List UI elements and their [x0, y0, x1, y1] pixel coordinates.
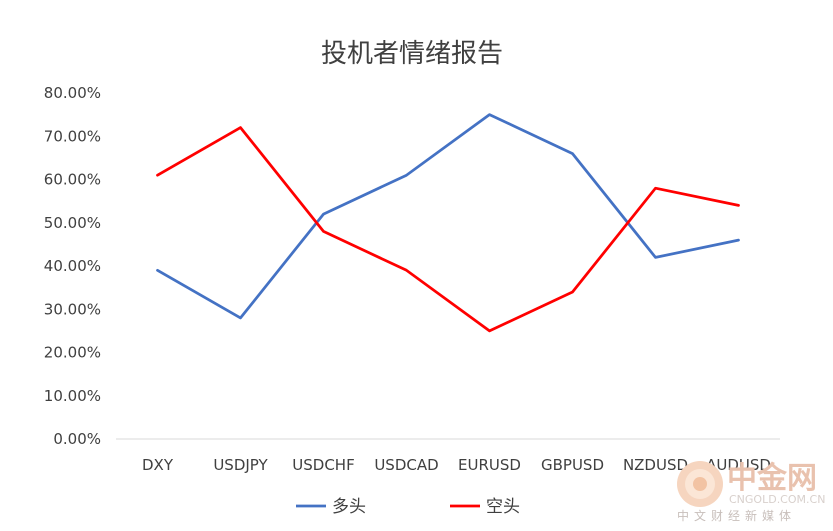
x-tick-label: USDCAD [374, 456, 438, 474]
x-axis: DXY USDJPY USDCHF USDCAD EURUSD GBPUSD NZDUSD A… [142, 456, 771, 474]
series-lines [156, 113, 740, 333]
watermark: 中金网 CNGOLD.COM.CN 中文财经新媒体 [677, 461, 825, 523]
x-tick-label: NZDUSD [623, 456, 688, 474]
x-tick-label: GBPUSD [541, 456, 604, 474]
x-tick-label: EURUSD [458, 456, 521, 474]
x-tick-label: USDCHF [292, 456, 354, 474]
watermark-domain: CNGOLD.COM.CN [729, 493, 825, 506]
y-axis: 0.00% 10.00% 20.00% 30.00% 40.00% 50.00% 60.00… [44, 84, 101, 448]
watermark-tagline: 中文财经新媒体 [677, 508, 796, 523]
x-tick-label: AUDUSD [706, 456, 771, 474]
legend: 多头 空头 [296, 497, 520, 517]
y-tick-label: 60.00% [44, 171, 101, 189]
series-line-0 [156, 113, 740, 320]
watermark-brand: 中金网 [727, 461, 817, 496]
y-tick-label: 20.00% [44, 344, 101, 362]
chart-title: 投机者情绪报告 [321, 39, 503, 69]
x-tick-label: DXY [142, 456, 174, 474]
y-tick-label: 10.00% [44, 387, 101, 405]
y-tick-label: 0.00% [53, 430, 101, 448]
y-tick-label: 30.00% [44, 300, 101, 318]
y-tick-label: 80.00% [44, 84, 101, 102]
y-tick-label: 70.00% [44, 127, 101, 145]
series-line-1 [156, 126, 740, 333]
x-tick-label: USDJPY [213, 456, 268, 474]
y-tick-label: 40.00% [44, 257, 101, 275]
cngold-logo-icon [677, 461, 723, 507]
legend-label: 多头 [332, 497, 366, 517]
legend-label: 空头 [486, 497, 520, 517]
y-tick-label: 50.00% [44, 214, 101, 232]
